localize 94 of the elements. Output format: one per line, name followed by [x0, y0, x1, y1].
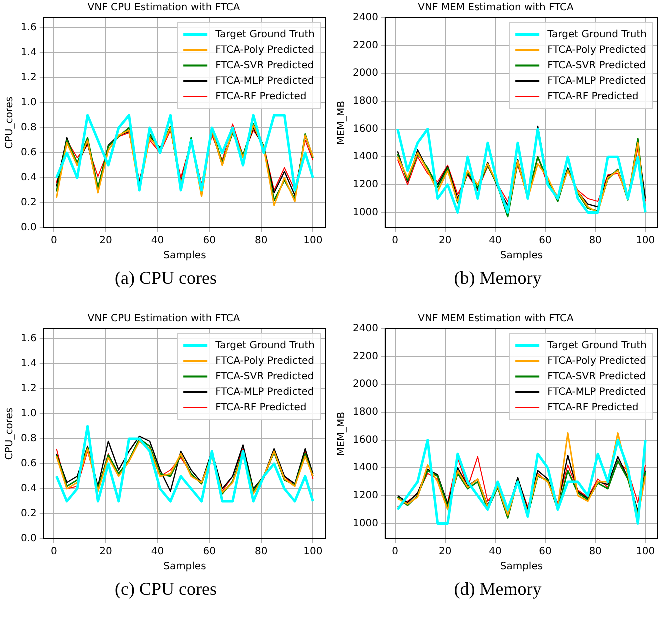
legend-label: Target Ground Truth: [214, 29, 316, 40]
y-tick-label: 2000: [352, 379, 378, 390]
legend-label: FTCA-SVR Predicted: [216, 371, 314, 382]
text: (b) Memory: [453, 268, 543, 289]
y-tick-label: 1400: [352, 152, 378, 163]
y-tick-label: 1.6: [20, 334, 37, 345]
x-tick-label: 40: [489, 236, 502, 247]
legend-label: FTCA-RF Predicted: [548, 91, 639, 102]
legend-label: FTCA-MLP Predicted: [216, 76, 314, 87]
y-tick-label: 0.4: [20, 172, 37, 184]
x-tick-label: 60: [539, 546, 552, 558]
y-axis-title: MEM_MB: [336, 100, 348, 146]
y-tick-label: 0.6: [20, 458, 37, 470]
x-tick-label: 100: [304, 546, 323, 558]
chart-title: VNF CPU Estimation with FTCA: [88, 314, 240, 325]
legend-label: FTCA-RF Predicted: [216, 402, 307, 414]
y-tick-label: 1800: [352, 96, 378, 108]
y-tick-label: 1.4: [20, 358, 37, 370]
x-tick-label: 20: [100, 546, 112, 558]
x-tick-label: 20: [439, 236, 452, 247]
y-tick-label: 1600: [352, 124, 378, 135]
y-tick-label: 2400: [352, 324, 378, 335]
x-axis-title: Samples: [164, 562, 206, 573]
y-tick-label: 0.4: [20, 484, 37, 495]
x-tick-label: 40: [489, 546, 502, 558]
y-tick-label: 0.2: [20, 198, 37, 209]
y-tick-label: 1400: [352, 462, 378, 474]
y-axis-title: MEM_MB: [336, 412, 348, 456]
legend-label: FTCA-Poly Predicted: [216, 356, 314, 367]
y-tick-label: 1000: [352, 207, 378, 218]
x-tick-label: 0: [50, 236, 58, 247]
y-tick-label: 0.0: [20, 534, 37, 545]
legend-label: FTCA-SVR Predicted: [548, 371, 646, 382]
y-tick-label: 0.8: [20, 434, 37, 445]
x-tick-label: 100: [636, 546, 656, 558]
x-tick-label: 0: [50, 546, 58, 558]
legend-label: Target Ground Truth: [546, 29, 648, 40]
y-tick-label: 1.0: [20, 408, 37, 420]
legend-label: FTCA-SVR Predicted: [216, 60, 314, 72]
y-tick-label: 1000: [352, 518, 378, 530]
y-tick-label: 2200: [352, 351, 378, 362]
y-tick-label: 0.6: [20, 148, 37, 159]
x-axis-title: Samples: [500, 250, 544, 262]
text: (d) Memory: [453, 579, 543, 600]
x-tick-label: 0: [392, 546, 399, 558]
text: (c) CPU cores: [114, 579, 218, 600]
y-tick-label: 1.0: [20, 98, 37, 109]
y-tick-label: 1800: [352, 407, 378, 418]
legend-label: FTCA-SVR Predicted: [548, 60, 646, 72]
x-tick-label: 80: [255, 236, 268, 247]
x-tick-label: 60: [203, 546, 216, 558]
y-tick-label: 2200: [352, 40, 378, 52]
legend-label: FTCA-MLP Predicted: [548, 386, 646, 398]
y-axis-title: CPU_cores: [4, 408, 16, 460]
legend-label: FTCA-RF Predicted: [548, 402, 639, 414]
chart-title: VNF MEM Estimation with FTCA: [418, 314, 574, 325]
y-tick-label: 1200: [352, 179, 378, 190]
y-tick-label: 2000: [352, 68, 378, 80]
x-tick-label: 80: [589, 236, 602, 247]
x-tick-label: 40: [151, 546, 164, 558]
x-tick-label: 80: [255, 546, 268, 558]
x-tick-label: 60: [203, 236, 216, 247]
y-tick-label: 1200: [352, 490, 378, 502]
y-tick-label: 0.8: [20, 122, 37, 134]
legend-label: Target Ground Truth: [546, 340, 648, 352]
x-axis-title: Samples: [164, 250, 206, 262]
chart-title: VNF CPU Estimation with FTCA: [88, 2, 240, 14]
y-tick-label: 1.4: [20, 48, 37, 59]
x-tick-label: 40: [151, 236, 164, 247]
x-tick-label: 60: [539, 236, 552, 247]
y-tick-label: 0.0: [20, 222, 37, 234]
x-tick-label: 100: [636, 236, 656, 247]
y-tick-label: 1600: [352, 434, 378, 446]
x-axis-title: Samples: [500, 562, 544, 573]
y-tick-label: 0.2: [20, 508, 37, 520]
x-tick-label: 80: [589, 546, 602, 558]
legend-label: FTCA-Poly Predicted: [548, 44, 646, 56]
x-tick-label: 0: [392, 236, 399, 247]
legend-label: FTCA-MLP Predicted: [216, 386, 314, 398]
legend-label: Target Ground Truth: [214, 340, 316, 352]
legend-label: FTCA-MLP Predicted: [548, 76, 646, 87]
x-tick-label: 100: [304, 236, 323, 247]
x-tick-label: 20: [100, 236, 112, 247]
legend-label: FTCA-Poly Predicted: [548, 356, 646, 367]
legend-label: FTCA-Poly Predicted: [216, 44, 314, 56]
y-tick-label: 1.6: [20, 22, 37, 34]
y-tick-label: 1.2: [20, 384, 37, 395]
y-tick-label: 1.2: [20, 72, 37, 84]
x-tick-label: 20: [439, 546, 452, 558]
text: (a) CPU cores: [114, 268, 218, 289]
legend-label: FTCA-RF Predicted: [216, 91, 307, 102]
y-axis-title: CPU_cores: [4, 96, 16, 150]
chart-title: VNF MEM Estimation with FTCA: [418, 2, 574, 14]
y-tick-label: 2400: [352, 12, 378, 24]
